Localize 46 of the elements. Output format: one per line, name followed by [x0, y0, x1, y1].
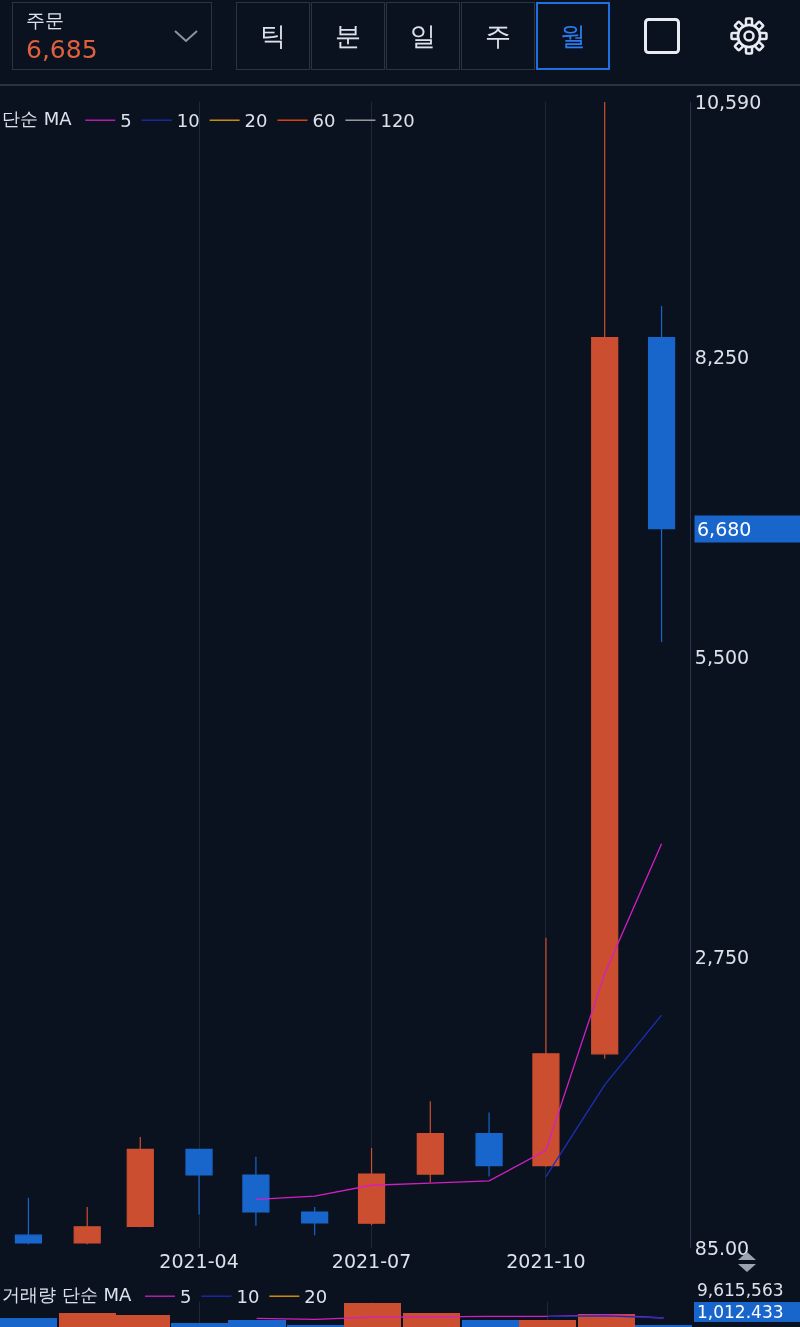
- text: 월: [536, 2, 610, 70]
- text: 분: [311, 2, 385, 70]
- text: 틱: [236, 2, 310, 70]
- text: 주문: [26, 8, 64, 33]
- legend-label: 60: [312, 110, 336, 132]
- candlestick: [647, 305, 676, 643]
- candlestick: [126, 1136, 154, 1228]
- bar: [461, 1319, 520, 1327]
- text: 6,685: [26, 35, 98, 64]
- y-tick-label: 8,250: [694, 345, 750, 368]
- annotation: 6,680: [697, 518, 752, 540]
- y-tick-label: 2,750: [694, 945, 750, 968]
- text: 1,012.433: [694, 1302, 800, 1322]
- candlestick: [591, 102, 619, 1060]
- legend-label: 10: [176, 110, 200, 132]
- text: 일: [386, 2, 460, 70]
- bar: [402, 1313, 461, 1327]
- legend-label: 20: [304, 1286, 328, 1308]
- bar: [518, 1319, 577, 1327]
- y-tick-label: 85.00: [694, 1236, 750, 1259]
- line-series: [255, 843, 663, 1201]
- candlestick: [416, 1100, 444, 1184]
- candlestick: [532, 937, 560, 1168]
- candlestick: [475, 1111, 503, 1178]
- candlestick: [357, 1147, 386, 1226]
- legend-title: 단순 MA: [2, 108, 73, 130]
- x-tick-label: 2021-07: [331, 1250, 412, 1272]
- text: 주: [461, 2, 535, 70]
- legend-label: 120: [380, 110, 415, 132]
- bar: [343, 1303, 402, 1327]
- y-tick-label: 5,500: [694, 645, 750, 668]
- candlestick: [242, 1156, 270, 1227]
- candlestick: [73, 1206, 101, 1245]
- y-tick-label: 10,590: [694, 90, 762, 113]
- x-tick-label: 2021-04: [159, 1250, 239, 1272]
- bar: [0, 1317, 58, 1327]
- legend-label: 20: [244, 110, 268, 132]
- candlestick: [14, 1197, 43, 1245]
- legend-label: 5: [179, 1286, 192, 1308]
- text: 9,615,563: [696, 1280, 785, 1300]
- candlestick: [185, 1148, 213, 1215]
- candlestick: [301, 1206, 329, 1236]
- legend-label: 10: [236, 1286, 260, 1308]
- x-tick-label: 2021-10: [506, 1250, 586, 1272]
- legend-title: 거래량 단순 MA: [2, 1284, 132, 1306]
- legend-label: 5: [120, 110, 132, 132]
